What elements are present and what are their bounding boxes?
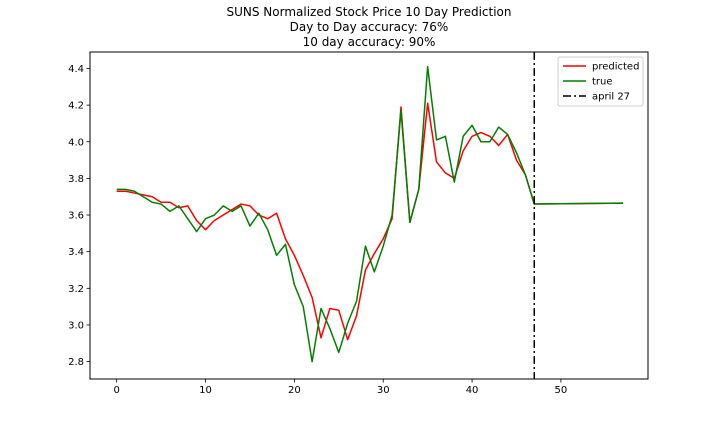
- legend: predicted true april 27: [557, 56, 644, 107]
- y-tick-label: 2.8: [68, 357, 84, 368]
- plot-lines: [116, 52, 624, 379]
- y-tick-label: 3.6: [68, 211, 84, 222]
- x-tick-label: 30: [377, 385, 390, 396]
- y-tick-label: 3.8: [68, 174, 84, 185]
- y-tick-label: 3.0: [68, 320, 84, 331]
- y-tick-label: 3.4: [68, 247, 84, 258]
- legend-label-april-27: april 27: [592, 92, 630, 103]
- y-tick-label: 4.0: [68, 137, 84, 148]
- legend-label-true: true: [592, 77, 613, 88]
- series-true-line: [116, 65, 624, 363]
- plot-frame: [89, 51, 649, 380]
- legend-label-predicted: predicted: [592, 62, 639, 73]
- y-tick-label: 4.2: [68, 101, 84, 112]
- chart-title: SUNS Normalized Stock Price 10 Day Predi…: [227, 5, 512, 49]
- y-axis: 2.8 3.0 3.2 3.4 3.6 3.8 4.0 4.2 4.4: [68, 64, 90, 368]
- x-tick-label: 40: [466, 385, 479, 396]
- y-tick-label: 4.4: [68, 64, 84, 75]
- series-predicted-line: [116, 102, 624, 341]
- title-line-2: Day to Day accuracy: 76%: [290, 20, 449, 34]
- legend-box: [557, 56, 644, 107]
- title-line-1: SUNS Normalized Stock Price 10 Day Predi…: [227, 5, 512, 19]
- title-line-3: 10 day accuracy: 90%: [303, 35, 436, 49]
- x-tick-label: 10: [199, 385, 212, 396]
- x-tick-label: 50: [555, 385, 568, 396]
- x-tick-label: 0: [113, 385, 119, 396]
- x-axis: 0 10 20 30 40 50: [113, 379, 567, 396]
- y-tick-label: 3.2: [68, 284, 84, 295]
- x-tick-label: 20: [288, 385, 301, 396]
